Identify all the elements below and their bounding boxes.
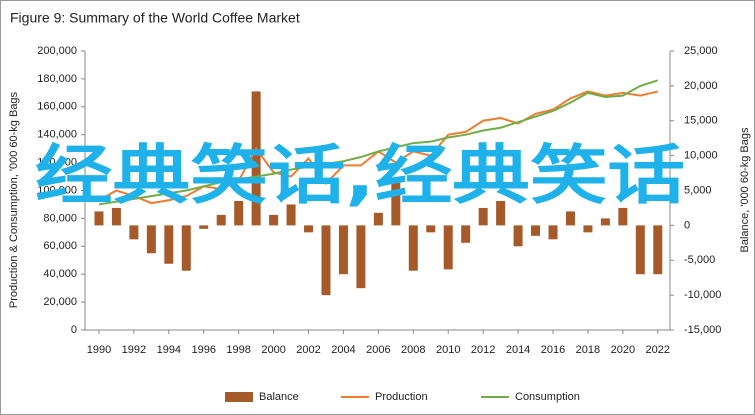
y-tick-label: 0 (71, 324, 77, 336)
bar (391, 180, 401, 226)
x-tick-label: 2004 (331, 344, 355, 356)
y-tick-label: 140,000 (37, 129, 77, 141)
y2-tick-label: 5,000 (684, 184, 712, 196)
x-tick-label: 1990 (87, 344, 111, 356)
y-tick-label: 20,000 (43, 296, 77, 308)
x-tick-label: 2008 (401, 344, 425, 356)
chart-title: Figure 9: Summary of the World Coffee Ma… (10, 10, 300, 26)
bar (304, 225, 314, 233)
legend-swatch (225, 392, 253, 402)
bar (600, 218, 610, 226)
x-tick-label: 2012 (471, 344, 495, 356)
bar (548, 225, 558, 240)
y-tick-label: 80,000 (43, 212, 77, 224)
x-tick-label: 2010 (436, 344, 460, 356)
bar (181, 225, 191, 271)
x-tick-label: 2014 (506, 344, 530, 356)
y2-tick-label: 10,000 (684, 150, 718, 162)
y-tick-label: 40,000 (43, 268, 77, 280)
y2-tick-label: 15,000 (684, 115, 718, 127)
bar (111, 207, 121, 226)
bar (356, 225, 366, 289)
y-axis-title: Production & Consumption, '000 60-kg Bag… (8, 91, 20, 308)
x-tick-label: 2020 (611, 344, 635, 356)
bar (653, 225, 663, 275)
x-tick-label: 2018 (576, 344, 600, 356)
watermark: 经典笑话,经典笑话 (35, 140, 685, 214)
y2-tick-label: 20,000 (684, 80, 718, 92)
bar (478, 207, 488, 226)
bar (321, 225, 331, 296)
bar (408, 225, 418, 271)
y-tick-label: 60,000 (43, 240, 77, 252)
x-tick-label: 1998 (226, 344, 250, 356)
bar (426, 225, 436, 233)
bar (146, 225, 156, 254)
x-tick-label: 1992 (122, 344, 146, 356)
bar (565, 211, 575, 226)
bar (443, 225, 453, 270)
bar (618, 207, 628, 226)
bar (269, 214, 279, 226)
x-tick-label: 2016 (541, 344, 565, 356)
y-tick-label: 100,000 (37, 184, 77, 196)
x-tick-label: 1996 (192, 344, 216, 356)
line (98, 79, 659, 206)
x-tick-label: 2006 (366, 344, 390, 356)
x-tick-label: 2002 (296, 344, 320, 356)
x-tick-label: 2022 (646, 344, 670, 356)
bar (531, 225, 541, 236)
y-tick-label: 160,000 (37, 101, 77, 113)
bar (234, 200, 244, 226)
bar (338, 225, 348, 275)
y2-tick-label: 25,000 (684, 45, 718, 57)
y2-tick-label: 0 (684, 219, 690, 231)
y2-tick-label: -5,000 (684, 254, 715, 266)
legend-label: Production (375, 391, 428, 403)
y2-tick-label: -15,000 (684, 324, 721, 336)
bar (199, 225, 209, 229)
legend-label: Consumption (515, 391, 580, 403)
bar (461, 225, 471, 243)
bar (635, 225, 645, 275)
bar (129, 225, 139, 240)
bar (513, 225, 523, 247)
y-tick-label: 200,000 (37, 45, 77, 57)
y2-tick-label: -10,000 (684, 289, 721, 301)
y2-axis-title: Balance, '000 60-kg Bags (739, 127, 751, 253)
x-tick-label: 2000 (261, 344, 285, 356)
y-tick-label: 180,000 (37, 73, 77, 85)
bar (94, 211, 104, 226)
x-tick-label: 1994 (157, 344, 181, 356)
bar (496, 200, 506, 226)
y-tick-label: 120,000 (37, 157, 77, 169)
bar (583, 225, 593, 233)
bar (164, 225, 174, 264)
bar (373, 212, 383, 226)
bar (251, 91, 261, 226)
legend-label: Balance (259, 391, 299, 403)
bar (286, 204, 296, 226)
bar (216, 214, 226, 226)
